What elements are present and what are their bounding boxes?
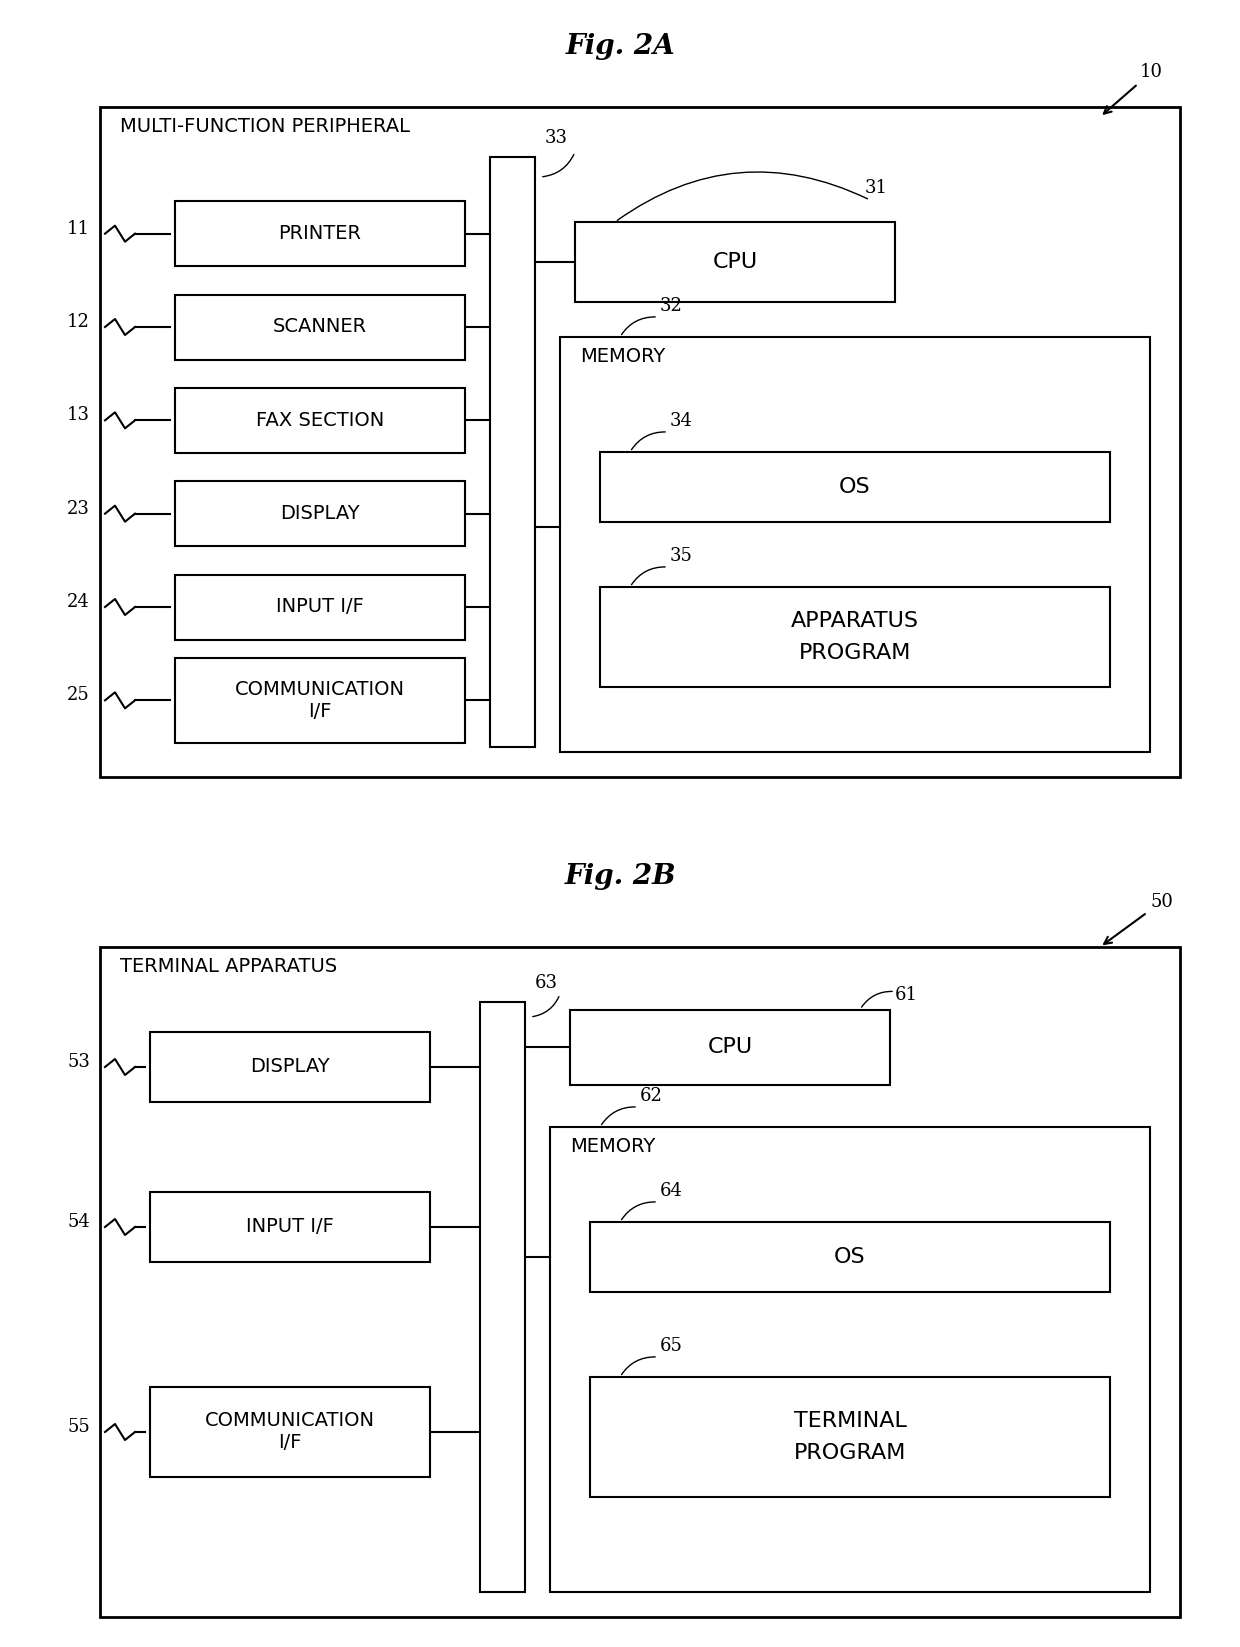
Bar (175, 575, 465, 639)
Bar (150, 1033, 430, 1102)
Bar (150, 1192, 430, 1262)
Bar (150, 1387, 430, 1477)
Text: Fig. 2A: Fig. 2A (565, 33, 675, 61)
Text: INPUT I/F: INPUT I/F (246, 1217, 334, 1237)
Text: 12: 12 (67, 313, 91, 331)
Bar (175, 657, 465, 743)
Text: MULTI-FUNCTION PERIPHERAL: MULTI-FUNCTION PERIPHERAL (120, 117, 410, 137)
Text: DISPLAY: DISPLAY (250, 1057, 330, 1077)
Bar (175, 295, 465, 359)
Text: SCANNER: SCANNER (273, 318, 367, 336)
Bar (480, 1001, 525, 1593)
Bar (575, 222, 895, 301)
Bar (100, 107, 1180, 777)
Text: COMMUNICATION
I/F: COMMUNICATION I/F (205, 1411, 374, 1453)
Text: OS: OS (835, 1247, 866, 1267)
Text: APPARATUS
PROGRAM: APPARATUS PROGRAM (791, 611, 919, 664)
Text: TERMINAL
PROGRAM: TERMINAL PROGRAM (794, 1410, 906, 1464)
Text: 33: 33 (546, 128, 568, 147)
Text: MEMORY: MEMORY (580, 348, 665, 366)
Text: 53: 53 (67, 1052, 91, 1071)
Bar (175, 201, 465, 267)
Bar (175, 481, 465, 547)
Text: FAX SECTION: FAX SECTION (255, 410, 384, 430)
Bar (100, 947, 1180, 1617)
Bar (490, 156, 534, 748)
Text: 24: 24 (67, 593, 91, 611)
Text: CPU: CPU (713, 252, 758, 272)
Bar (560, 338, 1149, 753)
Text: COMMUNICATION
I/F: COMMUNICATION I/F (236, 680, 405, 721)
Text: 13: 13 (67, 407, 91, 425)
Bar (600, 451, 1110, 522)
Text: 64: 64 (660, 1183, 683, 1201)
Text: Fig. 2B: Fig. 2B (564, 863, 676, 891)
Text: 32: 32 (660, 296, 683, 315)
Text: 50: 50 (1104, 893, 1173, 944)
Text: TERMINAL APPARATUS: TERMINAL APPARATUS (120, 957, 337, 977)
Text: 34: 34 (670, 412, 693, 430)
Bar (570, 1010, 890, 1084)
Text: DISPLAY: DISPLAY (280, 504, 360, 524)
Text: 11: 11 (67, 219, 91, 237)
Text: PRINTER: PRINTER (279, 224, 362, 244)
Text: OS: OS (839, 478, 870, 497)
Text: 23: 23 (67, 499, 91, 517)
Bar (590, 1222, 1110, 1291)
Text: 65: 65 (660, 1337, 683, 1355)
Text: 10: 10 (1104, 63, 1163, 114)
Text: 63: 63 (534, 973, 558, 991)
Bar (590, 1377, 1110, 1497)
Text: 61: 61 (895, 987, 918, 1005)
Bar (600, 586, 1110, 687)
Text: INPUT I/F: INPUT I/F (277, 598, 363, 616)
Text: 25: 25 (67, 687, 91, 705)
Bar (175, 387, 465, 453)
Text: MEMORY: MEMORY (570, 1136, 655, 1156)
Text: CPU: CPU (708, 1038, 753, 1057)
Text: 62: 62 (640, 1087, 663, 1105)
Bar (551, 1127, 1149, 1593)
Text: 31: 31 (866, 180, 888, 198)
Text: 55: 55 (67, 1418, 91, 1436)
Text: 54: 54 (67, 1212, 91, 1230)
Text: 35: 35 (670, 547, 693, 565)
